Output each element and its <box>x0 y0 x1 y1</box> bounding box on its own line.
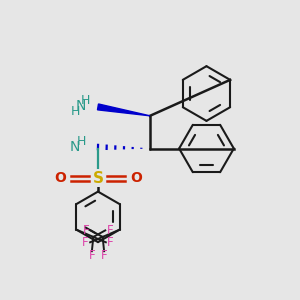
Text: F: F <box>106 224 113 237</box>
Text: F: F <box>107 236 114 249</box>
Text: O: O <box>130 171 142 185</box>
Text: F: F <box>101 249 107 262</box>
Text: F: F <box>88 249 95 262</box>
Polygon shape <box>98 104 150 116</box>
Text: H: H <box>76 135 86 148</box>
Text: F: F <box>82 236 89 249</box>
Text: N: N <box>76 99 86 113</box>
Text: H: H <box>80 94 90 106</box>
Text: F: F <box>83 224 90 237</box>
Text: O: O <box>54 171 66 185</box>
Text: N: N <box>70 140 80 154</box>
Text: H: H <box>70 106 80 118</box>
Text: S: S <box>92 171 104 186</box>
